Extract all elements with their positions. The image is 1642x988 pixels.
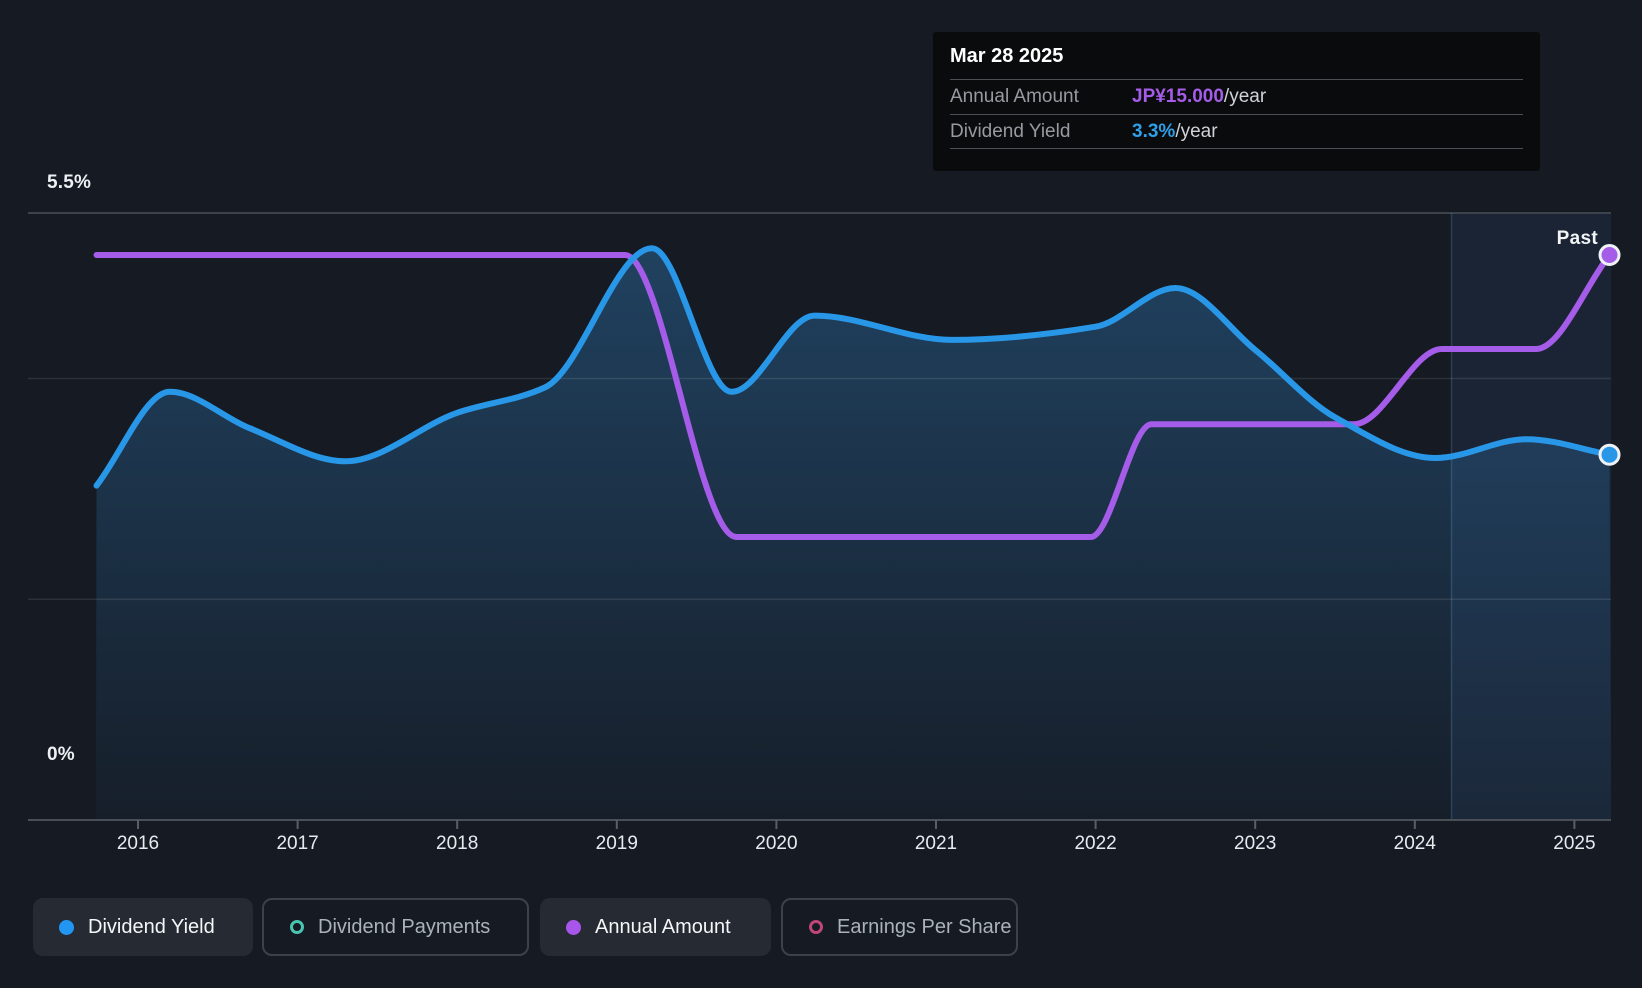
tooltip-label: Annual Amount bbox=[950, 86, 1079, 107]
past-region-label: Past bbox=[1556, 228, 1598, 249]
tooltip-row-dividend-yield: Dividend Yield 3.3%/year bbox=[950, 114, 1523, 149]
x-tick-label: 2016 bbox=[116, 833, 160, 854]
legend-button-annual-amount[interactable]: Annual Amount bbox=[540, 898, 771, 956]
tooltip-label: Dividend Yield bbox=[950, 120, 1071, 142]
x-tick-label: 2020 bbox=[755, 833, 798, 854]
x-tick-label: 2025 bbox=[1553, 833, 1596, 854]
legend-marker-filled-icon bbox=[566, 919, 581, 935]
legend-label: Earnings Per Share bbox=[837, 915, 1012, 938]
x-tick-label: 2021 bbox=[914, 833, 958, 854]
x-tick-label: 2022 bbox=[1074, 833, 1117, 854]
dividend-yield-line bbox=[93, 245, 1613, 489]
legend-marker-open-icon bbox=[290, 920, 304, 934]
y-axis-max-label: 5.5% bbox=[47, 172, 92, 193]
tooltip-unit: /year bbox=[1175, 120, 1218, 142]
annual-amount-end-marker bbox=[1598, 244, 1621, 266]
legend-button-dividend-yield[interactable]: Dividend Yield bbox=[33, 898, 253, 956]
x-tick-label: 2024 bbox=[1393, 833, 1436, 854]
legend-label: Dividend Payments bbox=[318, 915, 491, 938]
y-axis-min-label: 0% bbox=[47, 744, 75, 765]
tooltip-date: Mar 28 2025 bbox=[950, 45, 1064, 67]
tooltip-value-dividend-yield: 3.3% bbox=[1132, 120, 1176, 142]
tooltip-row-annual-amount: Annual Amount JP¥15.000/year bbox=[950, 79, 1523, 114]
x-tick-label: 2018 bbox=[436, 833, 479, 854]
tooltip-value-annual-amount: JP¥15.000 bbox=[1132, 86, 1224, 107]
legend-button-dividend-payments[interactable]: Dividend Payments bbox=[262, 898, 529, 956]
legend-label: Annual Amount bbox=[595, 915, 731, 938]
legend-label: Dividend Yield bbox=[88, 915, 215, 938]
annual-amount-line bbox=[93, 251, 1613, 541]
legend-button-earnings-per-share[interactable]: Earnings Per Share bbox=[781, 898, 1018, 956]
chart-tooltip: Mar 28 2025 Annual Amount JP¥15.000/year… bbox=[933, 32, 1540, 171]
legend-marker-open-icon bbox=[809, 920, 823, 934]
tooltip-unit: /year bbox=[1223, 86, 1267, 107]
x-tick-label: 2017 bbox=[276, 833, 319, 854]
legend-marker-filled-icon bbox=[59, 919, 74, 935]
x-tick-label: 2023 bbox=[1234, 833, 1277, 854]
x-tick-label: 2019 bbox=[595, 833, 638, 854]
dividend-yield-end-marker bbox=[1598, 443, 1621, 466]
